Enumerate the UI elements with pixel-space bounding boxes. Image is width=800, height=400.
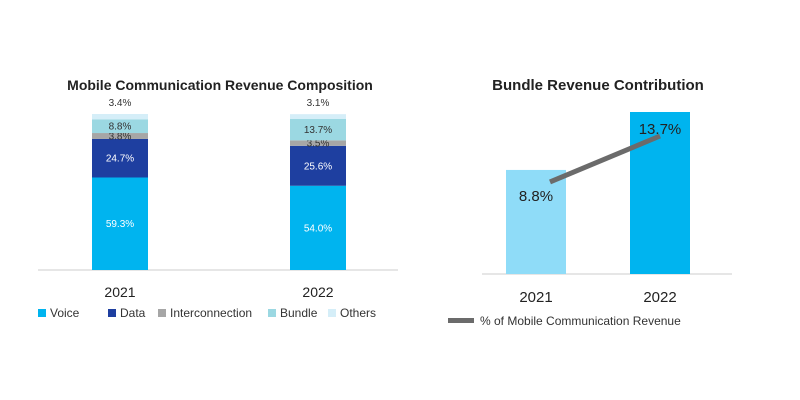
bundle-tick-2021: 2021 [519, 289, 552, 306]
legend-item-others: Others [328, 306, 376, 320]
revenue-composition-chart: Mobile Communication Revenue Composition… [38, 77, 398, 320]
segment-label-voice-2022: 54.0% [304, 223, 332, 234]
segment-label-voice-2021: 59.3% [106, 219, 134, 230]
legend-item-line: % of Mobile Communication Revenue [448, 314, 681, 328]
legend-swatch-interconnection [158, 309, 166, 317]
bar-segment-bundle-2021 [92, 119, 148, 134]
legend-label-line: % of Mobile Communication Revenue [480, 314, 681, 328]
segment-label-data-2022: 25.6% [304, 161, 332, 172]
segment-label-interconnection-2022: 3.5% [307, 139, 330, 150]
bundle-legend: % of Mobile Communication Revenue [448, 314, 681, 328]
legend-swatch-data [108, 309, 116, 317]
legend-label-voice: Voice [50, 306, 80, 320]
segment-label-bundle-2022: 13.7% [304, 125, 332, 136]
composition-tick-2022: 2022 [302, 284, 333, 300]
bundle-contribution-chart: Bundle Revenue Contribution 2021 2022 8.8%… [448, 77, 732, 328]
legend-label-data: Data [120, 306, 146, 320]
legend-label-others: Others [340, 306, 376, 320]
segment-label-others-2021: 3.4% [109, 98, 132, 109]
bundle-value-label-2022: 13.7% [639, 121, 682, 138]
segment-label-data-2021: 24.7% [106, 154, 134, 165]
bundle-bar-2022 [630, 112, 690, 274]
bundle-trend-line [549, 133, 661, 185]
bundle-chart-title: Bundle Revenue Contribution [492, 77, 704, 94]
legend-label-bundle: Bundle [280, 306, 318, 320]
segment-label-others-2022: 3.1% [307, 98, 330, 109]
bar-segment-voice-2022 [290, 185, 346, 270]
composition-tick-2021: 2021 [104, 284, 135, 300]
composition-legend: Voice Data Interconnection Bundle Others [38, 306, 376, 320]
bar-segment-voice-2021 [92, 177, 148, 270]
segment-label-interconnection-2021: 3.8% [109, 131, 132, 142]
bar-segment-bundle-2022 [290, 118, 346, 141]
bar-segment-others-2022 [290, 114, 346, 119]
bar-segment-data-2021 [92, 138, 148, 178]
segment-label-bundle-2021: 8.8% [109, 122, 132, 133]
legend-item-bundle: Bundle [268, 306, 318, 320]
bar-segment-data-2022 [290, 145, 346, 186]
legend-swatch-voice [38, 309, 46, 317]
bar-segment-interconnection-2021 [92, 133, 148, 139]
legend-item-data: Data [108, 306, 146, 320]
legend-swatch-bundle [268, 309, 276, 317]
composition-chart-title: Mobile Communication Revenue Composition [67, 77, 373, 93]
bundle-bar-2021 [506, 169, 566, 274]
legend-swatch-line [448, 318, 474, 323]
bundle-value-label-2021: 8.8% [519, 188, 553, 205]
legend-item-interconnection: Interconnection [158, 306, 252, 320]
legend-swatch-others [328, 309, 336, 317]
legend-label-interconnection: Interconnection [170, 306, 252, 320]
bar-segment-interconnection-2022 [290, 140, 346, 146]
bar-segment-others-2021 [92, 114, 148, 120]
legend-item-voice: Voice [38, 306, 80, 320]
bundle-tick-2022: 2022 [643, 289, 676, 306]
